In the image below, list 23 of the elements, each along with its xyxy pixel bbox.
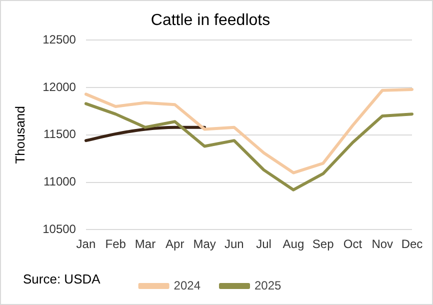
x-tick-label: Jan: [76, 237, 96, 252]
x-tick-label: Jul: [256, 237, 272, 252]
y-tick-label: 10500: [42, 222, 76, 236]
y-tick-label: 12000: [42, 80, 76, 94]
y-tick-label: 11500: [43, 127, 76, 142]
x-tick-label: May: [193, 237, 216, 252]
y-tick-label: 12500: [42, 32, 76, 47]
x-tick-label: Apr: [166, 237, 184, 252]
x-tick-label: Sep: [312, 237, 334, 252]
x-tick-label: Dec: [401, 237, 423, 252]
legend-label: 2024: [174, 278, 201, 292]
chart-title: Cattle in feedlots: [150, 12, 270, 30]
x-tick-label: Aug: [282, 237, 304, 252]
x-tick-label: Oct: [343, 237, 363, 252]
x-tick-label: Nov: [372, 237, 394, 252]
x-tick-label: Jun: [224, 237, 244, 252]
x-tick-label: Mar: [134, 237, 156, 252]
y-tick-label: 11000: [43, 174, 76, 189]
x-tick-label: Feb: [105, 237, 126, 252]
y-axis-title: Thousand: [12, 106, 28, 164]
legend-label: 2025: [254, 278, 282, 292]
text: Surce: USDA: [23, 272, 101, 287]
line-series: [84, 126, 206, 142]
